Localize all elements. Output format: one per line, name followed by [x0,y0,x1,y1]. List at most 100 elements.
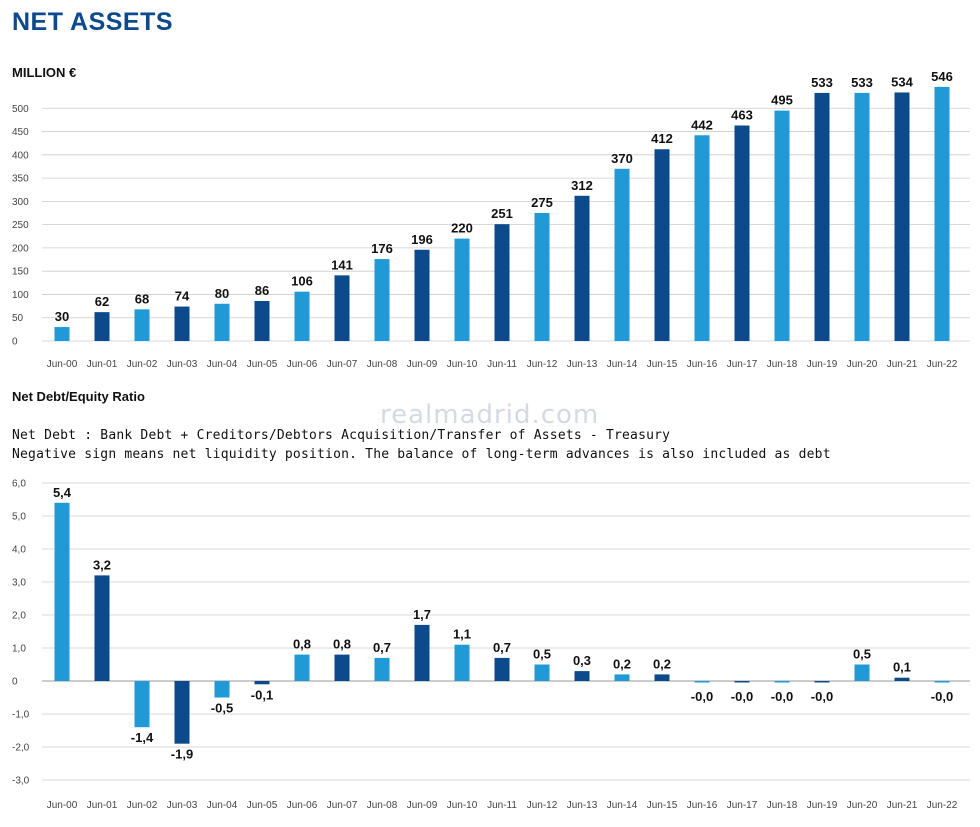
debt-ratio-category-label: Jun-13 [567,800,598,811]
debt-ratio-category-label: Jun-22 [927,800,958,811]
net-assets-category-label: Jun-12 [527,359,558,370]
net-assets-category-label: Jun-03 [167,359,198,370]
net-assets-bar [734,125,750,342]
debt-ratio-category-label: Jun-17 [727,800,758,811]
debt-ratio-category-label: Jun-16 [687,800,718,811]
net-assets-category-label: Jun-04 [207,359,238,370]
debt-ratio-category-label: Jun-02 [127,800,158,811]
net-assets-bar [694,135,710,341]
debt-ratio-category-label: Jun-08 [367,800,398,811]
net-assets-bar [614,168,630,341]
net-assets-value-label: 30 [55,309,69,324]
net-assets-category-label: Jun-08 [367,359,398,370]
debt-ratio-bar [174,681,190,744]
net-assets-bar [334,275,350,341]
debt-ratio-bar [814,681,830,683]
net-assets-category-label: Jun-02 [127,359,158,370]
debt-ratio-value-label: 5,4 [53,485,72,500]
debt-ratio-value-label: -0,1 [251,687,273,702]
net-assets-category-label: Jun-16 [687,359,718,370]
net-assets-value-label: 68 [135,291,149,306]
debt-ratio-category-label: Jun-06 [287,800,318,811]
chart-title-net-debt-equity: Net Debt/Equity Ratio [12,389,145,404]
net-assets-value-label: 196 [411,232,433,247]
net-assets-value-label: 62 [95,294,109,309]
debt-ratio-value-label: -0,0 [811,689,833,704]
net-assets-bar [854,92,870,342]
debt-ratio-category-label: Jun-03 [167,800,198,811]
debt-ratio-bar [454,644,470,681]
net-assets-category-label: Jun-06 [287,359,318,370]
net-assets-ytick-label: 500 [12,104,29,115]
net-assets-bar [94,312,110,341]
debt-ratio-value-label: 1,1 [453,627,471,642]
debt-ratio-value-label: -1,4 [131,730,154,745]
debt-ratio-bar [254,681,270,685]
sign-note: Negative sign means net liquidity positi… [12,447,831,462]
debt-ratio-category-label: Jun-21 [887,800,918,811]
debt-ratio-category-label: Jun-00 [47,800,78,811]
debt-ratio-ytick-label: 4,0 [12,545,26,556]
net-assets-bar [214,303,230,341]
net-assets-value-label: 86 [255,283,269,298]
debt-ratio-category-label: Jun-07 [327,800,358,811]
debt-ratio-bar [774,681,790,683]
debt-ratio-value-label: 0,8 [293,637,311,652]
net-assets-category-label: Jun-22 [927,359,958,370]
net-assets-category-label: Jun-01 [87,359,118,370]
net-assets-category-label: Jun-00 [47,359,78,370]
debt-ratio-category-label: Jun-20 [847,800,878,811]
debt-ratio-value-label: 0,7 [493,640,511,655]
net-assets-category-label: Jun-15 [647,359,678,370]
debt-ratio-value-label: -0,0 [771,689,793,704]
net-assets-ytick-label: 300 [12,197,29,208]
net-assets-category-label: Jun-19 [807,359,838,370]
net-assets-category-label: Jun-17 [727,359,758,370]
net-assets-ytick-label: 250 [12,220,29,231]
net-assets-category-label: Jun-13 [567,359,598,370]
net-assets-value-label: 220 [451,221,473,236]
unit-label: MILLION € [12,65,77,80]
debt-ratio-category-label: Jun-11 [487,800,517,811]
debt-ratio-bar [214,681,230,698]
net-assets-ytick-label: 450 [12,127,29,138]
net-assets-value-label: 80 [215,286,229,301]
net-assets-value-label: 74 [175,289,190,304]
debt-ratio-ytick-label: 6,0 [12,479,26,490]
debt-ratio-bar [294,654,310,681]
debt-ratio-value-label: 0,7 [373,640,391,655]
debt-ratio-value-label: 0,5 [533,647,551,662]
debt-ratio-category-label: Jun-10 [447,800,478,811]
debt-ratio-bar [614,674,630,681]
net-assets-ytick-label: 100 [12,290,29,301]
debt-ratio-category-label: Jun-05 [247,800,278,811]
net-assets-value-label: 533 [851,75,873,90]
net-assets-bar [934,86,950,341]
net-assets-category-label: Jun-09 [407,359,438,370]
net-assets-category-label: Jun-10 [447,359,478,370]
net-assets-value-label: 412 [651,131,673,146]
debt-ratio-value-label: 3,2 [93,557,111,572]
net-assets-category-label: Jun-14 [607,359,638,370]
debt-ratio-category-label: Jun-14 [607,800,638,811]
net-assets-bar [534,213,550,341]
net-assets-value-label: 312 [571,178,593,193]
debt-ratio-bar [334,654,350,681]
net-assets-ytick-label: 50 [12,313,24,324]
debt-ratio-ytick-label: -3,0 [12,776,30,787]
net-assets-ytick-label: 350 [12,174,29,185]
debt-ratio-ytick-label: -1,0 [12,710,30,721]
debt-ratio-category-label: Jun-09 [407,800,438,811]
net-assets-value-label: 141 [331,257,353,272]
debt-ratio-category-label: Jun-04 [207,800,238,811]
debt-ratio-value-label: 0,3 [573,653,591,668]
debt-ratio-bar [414,624,430,681]
net-assets-ytick-label: 150 [12,267,29,278]
net-assets-value-label: 495 [771,93,793,108]
net-assets-category-label: Jun-05 [247,359,278,370]
debt-ratio-category-label: Jun-12 [527,800,558,811]
net-assets-bar [894,92,910,342]
debt-ratio-bar [534,664,550,681]
debt-ratio-ytick-label: 0 [12,677,18,688]
